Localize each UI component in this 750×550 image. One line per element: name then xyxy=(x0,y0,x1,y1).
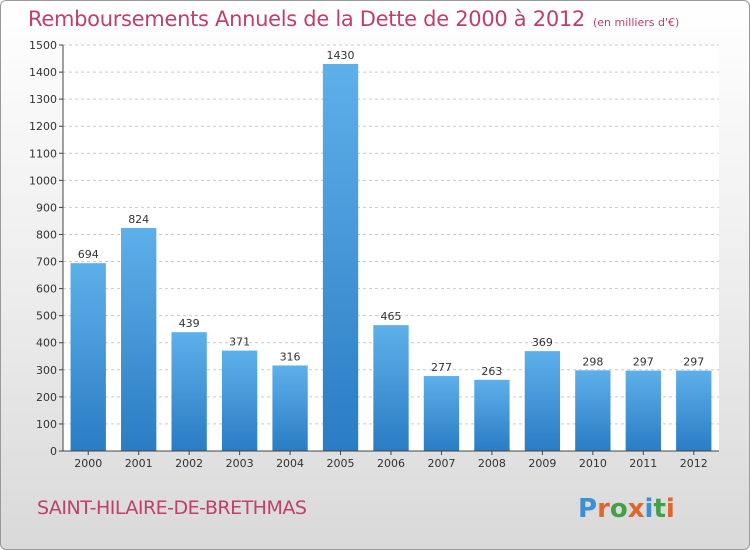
bar xyxy=(272,365,308,451)
x-tick-label: 2001 xyxy=(125,457,153,470)
x-tick-label: 2009 xyxy=(528,457,556,470)
y-tick-label: 1000 xyxy=(29,174,57,187)
brand-letter: x xyxy=(627,494,645,524)
y-tick-label: 800 xyxy=(36,228,57,241)
bar-value-label: 371 xyxy=(229,336,250,349)
bar-value-label: 298 xyxy=(582,355,603,368)
x-tick-label: 2012 xyxy=(680,457,708,470)
bar xyxy=(221,350,258,451)
bar-value-label: 439 xyxy=(179,317,200,330)
bar xyxy=(322,63,359,452)
y-tick-label: 100 xyxy=(36,418,57,431)
bar xyxy=(70,263,106,451)
y-tick-label: 400 xyxy=(36,337,57,350)
y-tick-label: 500 xyxy=(36,310,57,323)
y-tick-label: 200 xyxy=(36,391,57,404)
bar-value-label: 263 xyxy=(481,365,502,378)
bar xyxy=(474,379,510,451)
bar xyxy=(676,370,712,451)
y-tick-label: 600 xyxy=(36,283,57,296)
y-tick-label: 1200 xyxy=(29,120,57,133)
brand-letter: i xyxy=(644,494,654,524)
bar xyxy=(373,325,409,451)
bar xyxy=(423,376,460,451)
bar-value-label: 465 xyxy=(381,310,402,323)
bar-value-label: 316 xyxy=(280,350,301,363)
x-tick-label: 2002 xyxy=(175,457,203,470)
y-tick-label: 700 xyxy=(36,256,57,269)
bar-value-label: 297 xyxy=(683,356,704,369)
y-tick-label: 1100 xyxy=(29,147,57,160)
bar-value-label: 824 xyxy=(128,213,149,226)
y-tick-label: 1400 xyxy=(29,66,57,79)
town-name: SAINT-HILAIRE-DE-BRETHMAS xyxy=(37,497,307,519)
y-tick-label: 1300 xyxy=(29,93,57,106)
x-tick-label: 2007 xyxy=(427,457,455,470)
x-tick-label: 2006 xyxy=(377,457,405,470)
x-tick-label: 2000 xyxy=(74,457,102,470)
brand-letter: o xyxy=(609,494,628,524)
y-tick-label: 900 xyxy=(36,201,57,214)
x-tick-label: 2003 xyxy=(226,457,254,470)
bar-value-label: 694 xyxy=(78,248,99,261)
x-tick-label: 2005 xyxy=(327,457,355,470)
bar xyxy=(575,370,611,451)
bar xyxy=(171,332,207,451)
y-tick-label: 1500 xyxy=(29,39,57,52)
brand-letter: t xyxy=(653,494,666,524)
chart-subtitle: (en milliers d'€) xyxy=(593,16,680,29)
x-tick-label: 2010 xyxy=(579,457,607,470)
bar-value-label: 1430 xyxy=(327,49,355,62)
x-tick-label: 2008 xyxy=(478,457,506,470)
bar xyxy=(524,351,561,451)
chart-title-text: Remboursements Annuels de la Dette de 20… xyxy=(28,7,585,31)
brand-letter: P xyxy=(578,494,598,524)
chart-title: Remboursements Annuels de la Dette de 20… xyxy=(28,7,679,31)
y-tick-label: 300 xyxy=(36,364,57,377)
bar xyxy=(625,370,661,451)
bar xyxy=(121,227,157,451)
bar-value-label: 297 xyxy=(633,356,654,369)
bar-value-label: 277 xyxy=(431,361,452,374)
brand-letter: i xyxy=(665,494,675,524)
brand-letter: r xyxy=(597,494,610,524)
bar-value-label: 369 xyxy=(532,336,553,349)
x-tick-label: 2011 xyxy=(629,457,657,470)
x-tick-label: 2004 xyxy=(276,457,304,470)
y-tick-label: 0 xyxy=(50,445,57,458)
